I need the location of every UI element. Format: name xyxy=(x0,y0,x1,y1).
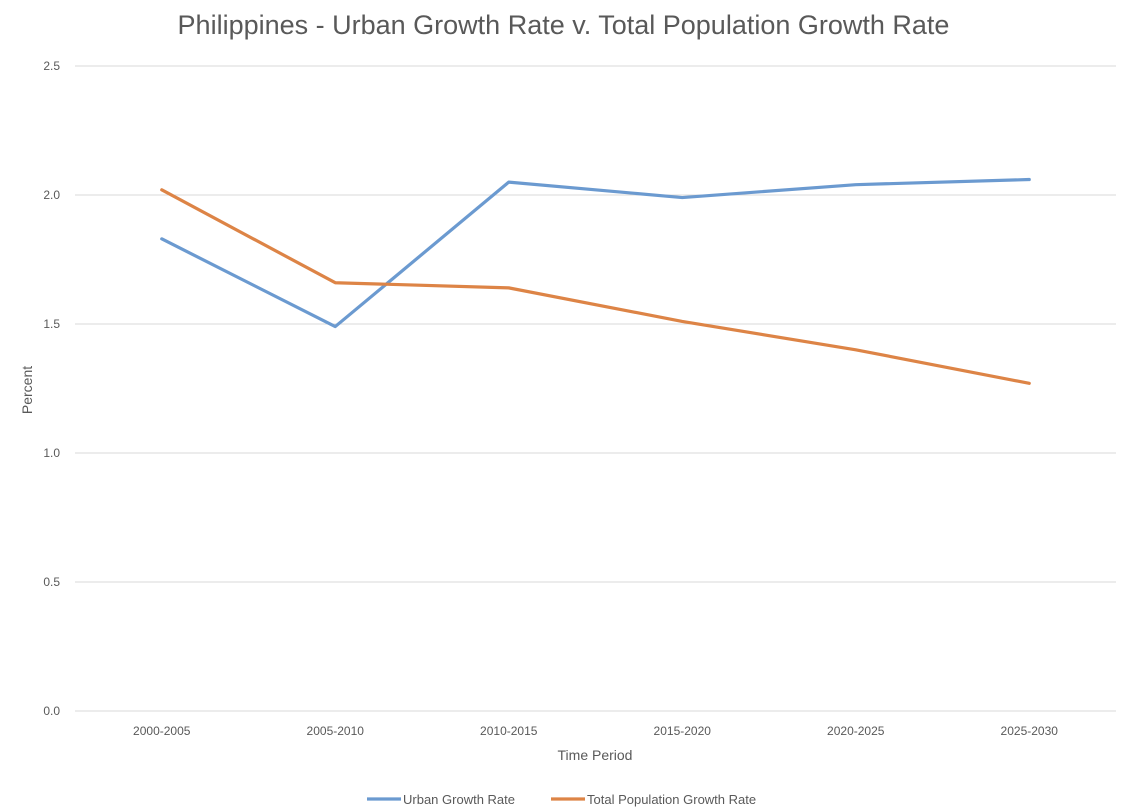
legend-label: Total Population Growth Rate xyxy=(587,792,756,807)
x-tick-label: 2020-2025 xyxy=(827,724,885,738)
x-tick-label: 2005-2010 xyxy=(307,724,365,738)
x-tick-label: 2010-2015 xyxy=(480,724,538,738)
y-tick-label: 2.0 xyxy=(43,188,60,202)
legend: Urban Growth Rate Total Population Growth… xyxy=(367,792,756,807)
series-lines xyxy=(160,177,1031,385)
x-axis-ticks: 2000-2005 2005-2010 2010-2015 2015-2020 2020… xyxy=(133,724,1058,738)
series-line-total-population xyxy=(160,188,1031,385)
chart-title: Philippines - Urban Growth Rate v. Total… xyxy=(177,10,950,40)
y-tick-label: 2.5 xyxy=(43,59,60,73)
x-tick-label: 2000-2005 xyxy=(133,724,191,738)
legend-label: Urban Growth Rate xyxy=(403,792,515,807)
y-tick-label: 1.5 xyxy=(43,317,60,331)
y-tick-label: 0.0 xyxy=(43,704,60,718)
y-axis-label: Percent xyxy=(19,366,35,414)
x-tick-label: 2015-2020 xyxy=(654,724,712,738)
gridlines xyxy=(75,65,1116,712)
y-axis-ticks: 0.0 0.5 1.0 1.5 2.0 2.5 xyxy=(43,59,60,718)
x-tick-label: 2025-2030 xyxy=(1001,724,1059,738)
y-tick-label: 1.0 xyxy=(43,446,60,460)
series-line-urban xyxy=(160,177,1031,329)
y-tick-label: 0.5 xyxy=(43,575,60,589)
x-axis-label: Time Period xyxy=(558,747,633,763)
